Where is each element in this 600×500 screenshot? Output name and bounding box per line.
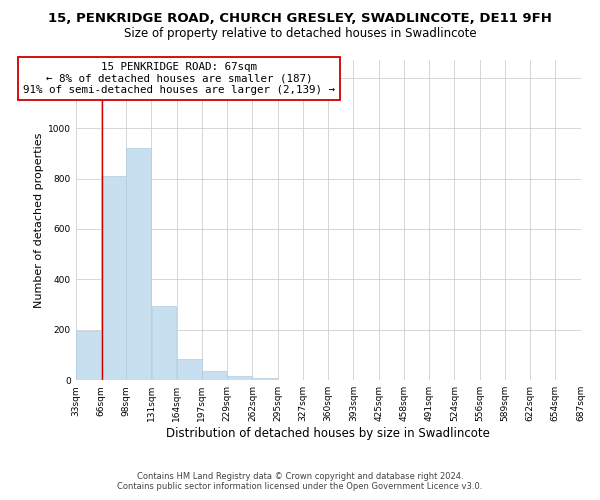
Bar — [202, 370, 227, 380]
Text: 15 PENKRIDGE ROAD: 67sqm
← 8% of detached houses are smaller (187)
91% of semi-d: 15 PENKRIDGE ROAD: 67sqm ← 8% of detache… — [23, 62, 335, 95]
Bar — [127, 148, 151, 380]
Bar — [227, 376, 252, 380]
Bar — [76, 331, 101, 380]
Y-axis label: Number of detached properties: Number of detached properties — [34, 132, 44, 308]
Bar — [177, 359, 202, 380]
Text: Contains public sector information licensed under the Open Government Licence v3: Contains public sector information licen… — [118, 482, 482, 491]
Bar — [152, 306, 176, 380]
X-axis label: Distribution of detached houses by size in Swadlincote: Distribution of detached houses by size … — [166, 427, 490, 440]
Text: 15, PENKRIDGE ROAD, CHURCH GRESLEY, SWADLINCOTE, DE11 9FH: 15, PENKRIDGE ROAD, CHURCH GRESLEY, SWAD… — [48, 12, 552, 26]
Bar — [101, 176, 126, 380]
Text: Contains HM Land Registry data © Crown copyright and database right 2024.: Contains HM Land Registry data © Crown c… — [137, 472, 463, 481]
Text: Size of property relative to detached houses in Swadlincote: Size of property relative to detached ho… — [124, 28, 476, 40]
Bar — [253, 378, 277, 380]
